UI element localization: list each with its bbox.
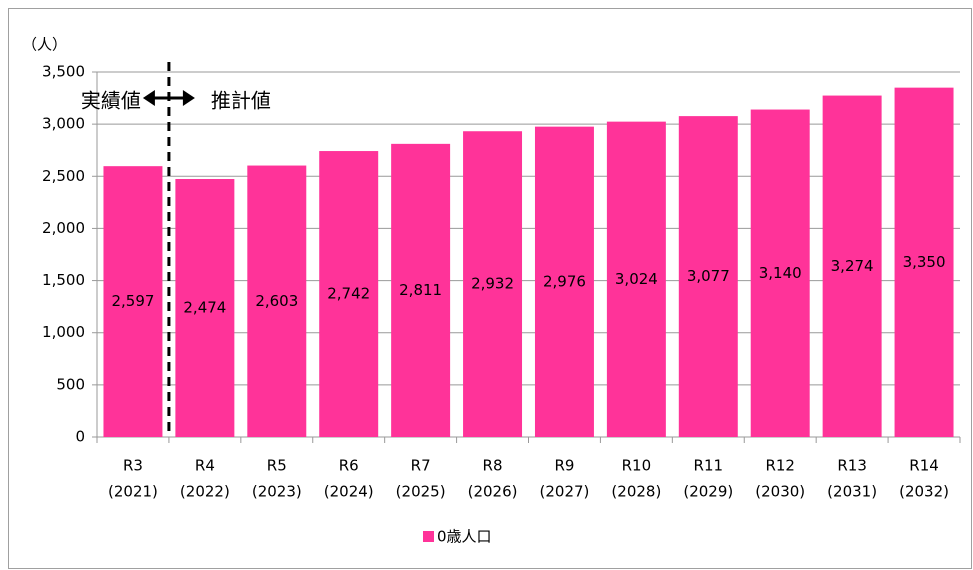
bar [822, 95, 882, 437]
y-tick-label: 2,000 [42, 219, 85, 237]
y-tick-label: 3,500 [42, 63, 85, 81]
bar [391, 143, 451, 438]
bar [534, 126, 594, 437]
x-tick-label: R12 [765, 457, 795, 475]
value-label: 2,932 [471, 275, 514, 293]
x-tick-label: R13 [837, 457, 867, 475]
bar [247, 165, 307, 437]
bar [678, 116, 738, 437]
y-tick-label: 1,000 [42, 323, 85, 341]
x-tick-label: (2030) [755, 483, 805, 501]
bar [606, 121, 666, 437]
y-tick-label: 1,500 [42, 271, 85, 289]
value-label: 2,811 [399, 281, 442, 299]
x-tick-label: R4 [195, 457, 215, 475]
x-tick-label: R10 [622, 457, 652, 475]
bar [319, 151, 379, 437]
bar [894, 87, 954, 438]
bar [463, 131, 523, 437]
annotation: 実績値 [81, 89, 141, 113]
bar [175, 178, 235, 438]
annotation: 推計値 [211, 89, 271, 113]
value-label: 3,077 [687, 267, 730, 285]
x-tick-label: (2023) [252, 483, 302, 501]
x-tick-label: R7 [411, 457, 431, 475]
value-label: 3,140 [759, 264, 802, 282]
x-tick-label: (2026) [468, 483, 518, 501]
x-tick-label: R9 [554, 457, 574, 475]
value-label: 2,742 [327, 285, 370, 303]
x-tick-label: (2021) [108, 483, 158, 501]
bar [103, 166, 163, 438]
x-tick-label: R11 [694, 457, 724, 475]
x-tick-label: R8 [483, 457, 503, 475]
x-tick-label: (2025) [396, 483, 446, 501]
x-tick-label: R14 [909, 457, 939, 475]
x-tick-label: (2031) [827, 483, 877, 501]
x-tick-label: (2024) [324, 483, 374, 501]
value-label: 3,274 [831, 257, 874, 275]
value-label: 2,474 [183, 298, 226, 316]
x-tick-label: (2022) [180, 483, 230, 501]
arrow-head [182, 90, 195, 106]
legend-label: 0歳人口 [437, 528, 492, 546]
x-tick-label: (2028) [611, 483, 661, 501]
x-tick-label: (2027) [540, 483, 590, 501]
x-tick-label: (2032) [899, 483, 949, 501]
value-label: 2,597 [111, 292, 154, 310]
value-label: 2,603 [255, 292, 298, 310]
y-tick-label: 3,000 [42, 115, 85, 133]
value-label: 3,350 [903, 253, 946, 271]
value-label: 2,976 [543, 272, 586, 290]
legend-swatch [423, 531, 434, 542]
y-tick-label: 500 [56, 375, 85, 393]
y-tick-label: 0 [75, 428, 85, 446]
y-tick-label: 2,500 [42, 167, 85, 185]
x-tick-label: R3 [123, 457, 143, 475]
y-unit-label: （人） [22, 36, 67, 54]
x-tick-label: R6 [339, 457, 359, 475]
arrow-head [142, 90, 155, 106]
x-tick-label: (2029) [683, 483, 733, 501]
value-label: 3,024 [615, 270, 658, 288]
bar [750, 109, 810, 438]
x-tick-label: R5 [267, 457, 287, 475]
